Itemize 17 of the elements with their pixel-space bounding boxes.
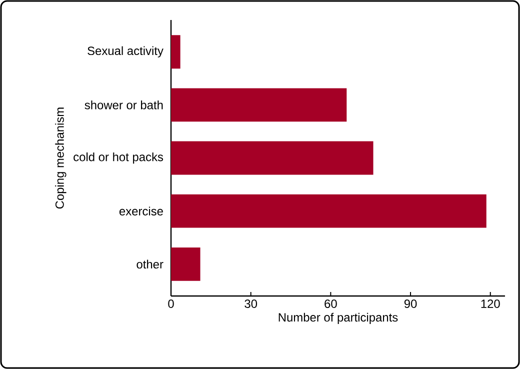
y-tick-label: other xyxy=(136,260,164,269)
x-tick-label: 120 xyxy=(481,300,500,308)
y-tick-label: exercise xyxy=(119,206,163,216)
y-tick-label: cold or hot packs xyxy=(74,152,164,164)
x-tick-label: 60 xyxy=(324,300,337,308)
x-tick-label: 90 xyxy=(404,300,417,308)
bar xyxy=(171,247,200,281)
x-tick-label: 30 xyxy=(244,300,258,308)
y-axis-title: Coping mechanism xyxy=(55,108,66,209)
bar xyxy=(171,35,180,69)
bar xyxy=(171,141,374,175)
x-axis-title: Number of participants xyxy=(278,312,398,324)
x-tick-label: 0 xyxy=(168,300,174,308)
y-tick-label: Sexual activity xyxy=(88,46,164,58)
bar xyxy=(171,88,347,122)
y-tick-label: shower or bath xyxy=(84,100,163,110)
bar xyxy=(171,194,486,228)
